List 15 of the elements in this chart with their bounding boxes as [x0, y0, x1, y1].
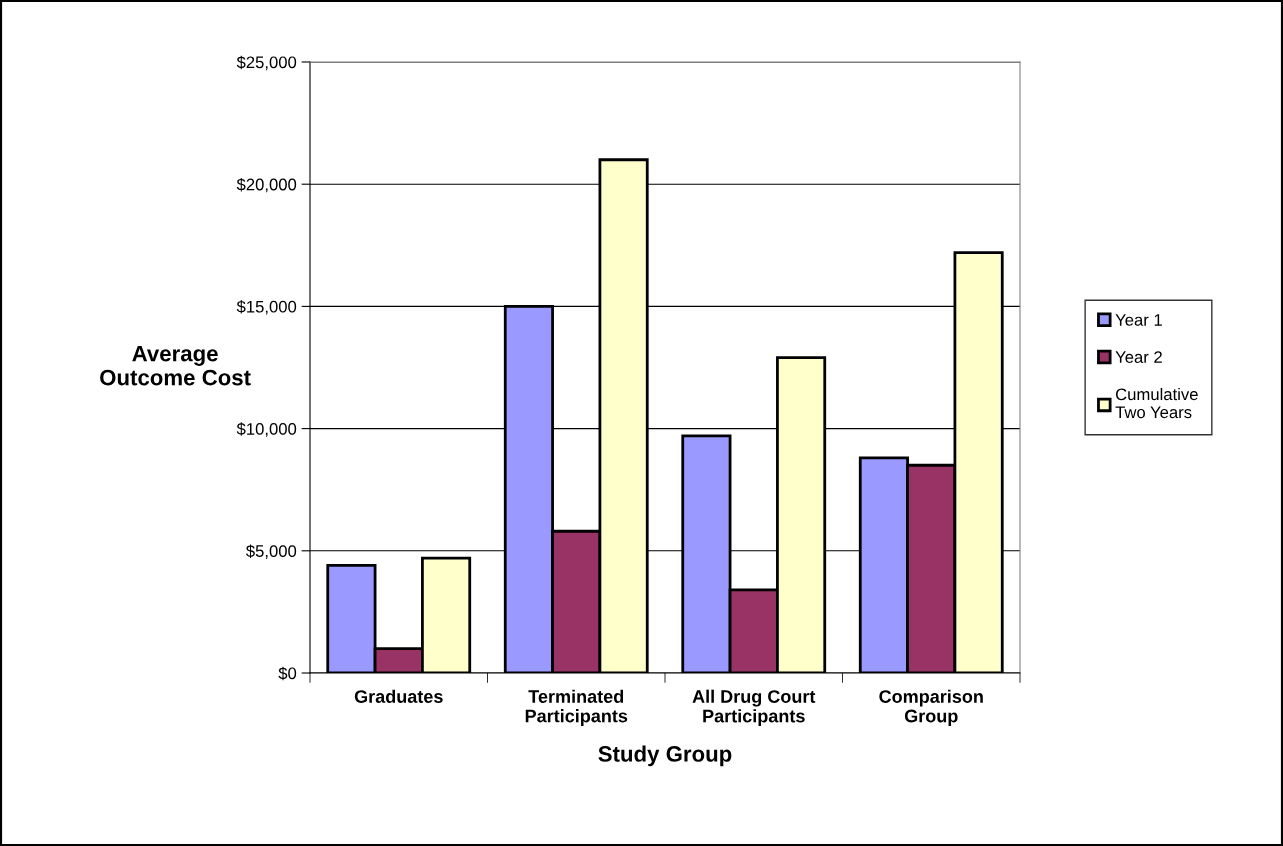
x-tick-label: All Drug Court Participants [692, 689, 816, 727]
y-tick-label: $10,000 [236, 422, 297, 437]
legend-label: Cumulative Two Years [1115, 387, 1198, 419]
y-tick-label: $20,000 [236, 177, 297, 193]
legend-label: Year 1 [1115, 314, 1162, 326]
y-tick-label: $5,000 [246, 544, 297, 559]
legend-label: Year 2 [1115, 351, 1162, 363]
x-tick-label: Terminated Participants [525, 689, 628, 726]
y-tick-label: $15,000 [236, 300, 297, 315]
y-tick-label: $0 [278, 666, 297, 681]
y-axis-title: Average Outcome Cost [100, 345, 251, 386]
x-tick-label: Comparison Group [879, 689, 983, 726]
y-tick-label: $25,000 [236, 55, 297, 71]
x-tick-label: Graduates [354, 689, 443, 703]
x-axis-title: Study Group [598, 745, 732, 767]
